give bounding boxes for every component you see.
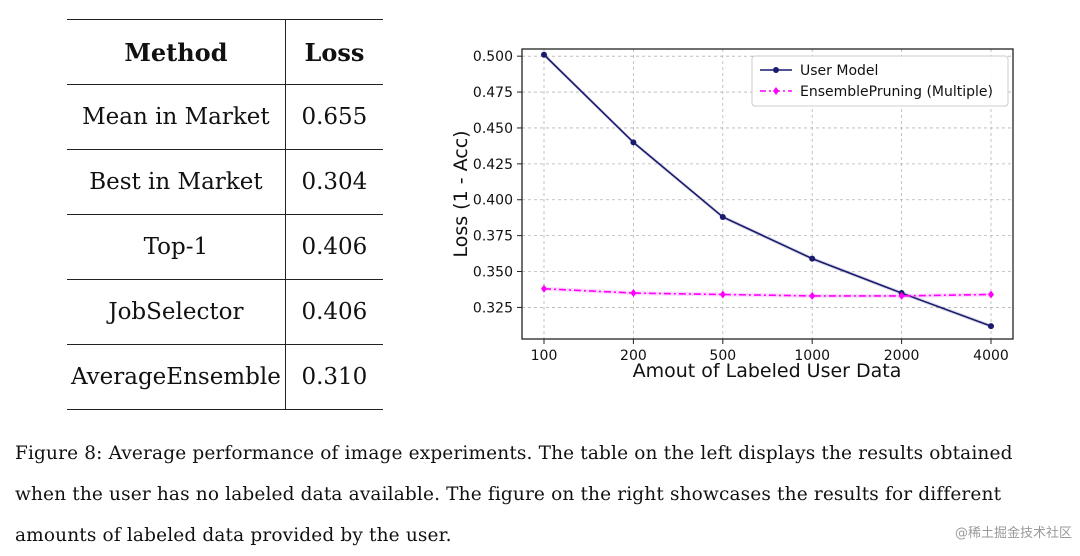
legend: User Model EnsemblePruning (Multiple) bbox=[751, 55, 1009, 107]
loss-cell: 0.310 bbox=[301, 364, 368, 390]
legend-box bbox=[751, 55, 1009, 107]
x-ticks: 100 200 500 1000 2000 4000 bbox=[531, 339, 1009, 364]
table-row: Best in Market 0.304 bbox=[67, 149, 383, 215]
method-cell: JobSelector bbox=[67, 279, 286, 345]
data-point bbox=[719, 213, 726, 220]
series-lines bbox=[541, 51, 994, 330]
x-tick-label: 500 bbox=[709, 348, 736, 364]
table-row: JobSelector 0.406 bbox=[67, 279, 383, 345]
method-cell: Mean in Market bbox=[67, 84, 286, 150]
x-axis-label: Amout of Labeled User Data bbox=[633, 360, 902, 382]
method-header: Method bbox=[67, 19, 286, 85]
y-tick-label: 0.450 bbox=[473, 121, 513, 137]
data-point bbox=[719, 290, 726, 299]
y-axis-label: Loss (1 - Acc) bbox=[450, 130, 472, 257]
method-cell: Best in Market bbox=[67, 149, 286, 215]
y-tick-label: 0.375 bbox=[473, 229, 513, 245]
data-point bbox=[898, 291, 905, 300]
method-cell: AverageEnsemble bbox=[67, 344, 286, 410]
table-row: Mean in Market 0.655 bbox=[67, 84, 383, 150]
y-tick-label: 0.325 bbox=[473, 300, 513, 316]
y-tick-label: 0.425 bbox=[473, 157, 513, 173]
legend-user-model-label: User Model bbox=[800, 63, 878, 79]
y-tick-label: 0.400 bbox=[473, 193, 513, 209]
x-tick-label: 1000 bbox=[794, 348, 830, 364]
loss-cell: 0.406 bbox=[301, 234, 368, 260]
y-tick-label: 0.350 bbox=[473, 265, 513, 281]
legend-ensemble-marker bbox=[773, 87, 779, 95]
y-tick-label: 0.475 bbox=[473, 85, 513, 101]
data-point bbox=[630, 289, 637, 298]
loss-cell: 0.304 bbox=[301, 169, 368, 195]
data-point bbox=[541, 51, 547, 58]
data-point bbox=[541, 284, 547, 293]
x-tick-label: 200 bbox=[620, 348, 647, 364]
loss-line-chart: 0.325 0.350 0.375 0.400 0.425 0.450 0.475 0.500… bbox=[450, 48, 1014, 382]
figure-caption: Figure 8: Average performance of image e… bbox=[15, 443, 1013, 546]
loss-cell: 0.406 bbox=[301, 299, 368, 325]
table-row: Top-1 0.406 bbox=[67, 214, 383, 280]
legend-user-model-marker bbox=[773, 67, 779, 73]
loss-header: Loss bbox=[304, 37, 365, 67]
loss-cell: 0.655 bbox=[301, 104, 368, 130]
plot-frame bbox=[521, 48, 1014, 340]
data-point bbox=[630, 139, 637, 146]
table-header-row: Method Loss bbox=[67, 19, 383, 85]
data-point bbox=[988, 323, 994, 330]
x-tick-label: 4000 bbox=[973, 348, 1009, 364]
legend-ensemble-label: EnsemblePruning (Multiple) bbox=[800, 84, 993, 100]
data-point bbox=[988, 290, 994, 299]
y-tick-label: 0.500 bbox=[473, 49, 513, 65]
method-cell: Top-1 bbox=[67, 214, 286, 280]
series-line bbox=[543, 54, 992, 327]
results-table: Method Loss Mean in Market 0.655 Best in… bbox=[67, 19, 383, 410]
x-tick-label: 100 bbox=[531, 348, 558, 364]
data-point bbox=[809, 291, 816, 300]
data-point bbox=[809, 255, 816, 262]
x-tick-label: 2000 bbox=[884, 348, 920, 364]
y-ticks: 0.325 0.350 0.375 0.400 0.425 0.450 0.475 0.500 bbox=[473, 49, 522, 316]
watermark: @稀土掘金技术社区 bbox=[954, 526, 1072, 541]
table-row: AverageEnsemble 0.310 bbox=[67, 344, 383, 410]
